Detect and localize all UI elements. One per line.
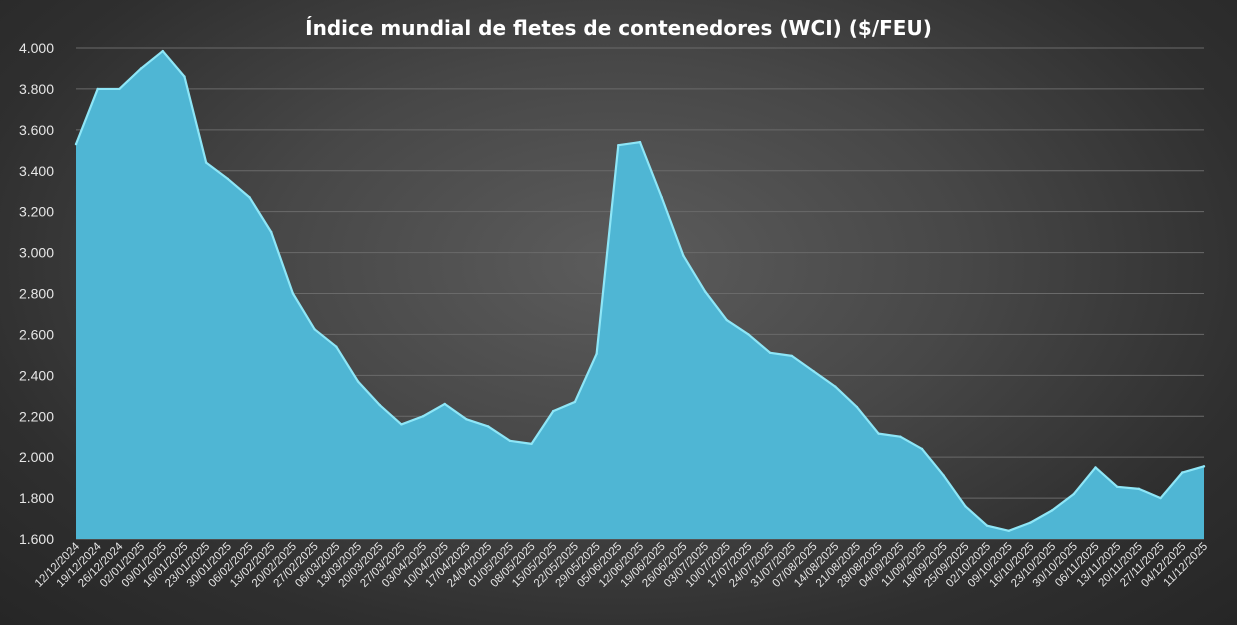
area-fill: [76, 51, 1204, 539]
data-point: [356, 380, 360, 383]
data-point: [96, 87, 99, 91]
x-axis-ticks: 12/12/202419/12/202426/12/202402/01/2025…: [33, 540, 1210, 590]
data-point: [139, 67, 143, 70]
data-point: [1159, 496, 1162, 500]
data-point: [486, 425, 490, 428]
y-tick-label: 3.400: [19, 163, 54, 179]
data-point: [855, 405, 859, 409]
chart-title: Índice mundial de fletes de contenedores…: [305, 16, 932, 40]
data-point: [183, 75, 186, 78]
y-axis-ticks: 1.600 1.800 2.000 2.200 2.400 2.600 2.800 3.000…: [19, 40, 54, 547]
data-point: [291, 292, 295, 295]
data-point: [530, 442, 533, 446]
data-point: [421, 415, 425, 418]
data-point: [660, 196, 663, 199]
data-point: [747, 333, 750, 336]
data-point: [725, 318, 728, 322]
data-point: [812, 370, 815, 373]
data-point: [768, 351, 772, 355]
data-point: [899, 435, 902, 438]
y-tick-label: 4.000: [19, 40, 54, 56]
y-tick-label: 3.600: [19, 122, 54, 138]
data-point: [313, 328, 316, 331]
data-point: [226, 177, 230, 181]
y-tick-label: 2.000: [19, 449, 54, 465]
data-point: [465, 418, 468, 421]
data-point: [964, 505, 967, 508]
data-point: [248, 196, 251, 199]
data-point: [335, 345, 338, 348]
data-point: [74, 142, 78, 146]
data-point: [1094, 466, 1097, 469]
data-point: [790, 354, 794, 358]
data-point: [378, 403, 381, 407]
data-point: [617, 143, 620, 147]
data-point: [161, 49, 164, 53]
data-point: [877, 432, 880, 435]
data-point: [1050, 509, 1054, 512]
data-point: [682, 254, 685, 257]
data-point: [942, 474, 945, 477]
y-tick-label: 3.200: [19, 204, 54, 220]
data-point: [1116, 485, 1119, 489]
y-tick-label: 2.800: [19, 286, 54, 302]
data-point: [1029, 521, 1032, 524]
data-point: [204, 161, 208, 164]
data-point: [443, 402, 446, 406]
y-tick-label: 2.600: [19, 326, 54, 342]
data-point: [508, 439, 512, 442]
data-point: [920, 447, 924, 451]
y-tick-label: 2.400: [19, 367, 54, 383]
data-point: [1072, 492, 1076, 496]
data-point: [400, 423, 403, 426]
y-tick-label: 3.000: [19, 245, 54, 261]
data-point: [1202, 465, 1206, 468]
data-point: [1007, 529, 1010, 533]
area-series: [74, 49, 1206, 539]
y-tick-label: 1.600: [19, 531, 54, 547]
data-point: [118, 87, 121, 91]
data-point: [270, 230, 273, 234]
y-tick-label: 3.800: [19, 81, 54, 97]
data-point: [703, 290, 707, 293]
data-point: [1181, 471, 1184, 474]
data-point: [573, 400, 577, 404]
data-point: [985, 524, 989, 527]
data-point: [595, 352, 598, 356]
data-point: [834, 385, 837, 388]
data-point: [638, 140, 642, 144]
y-tick-label: 2.200: [19, 408, 54, 424]
y-tick-label: 1.800: [19, 490, 54, 506]
data-point: [552, 409, 555, 413]
data-point: [1137, 487, 1141, 491]
